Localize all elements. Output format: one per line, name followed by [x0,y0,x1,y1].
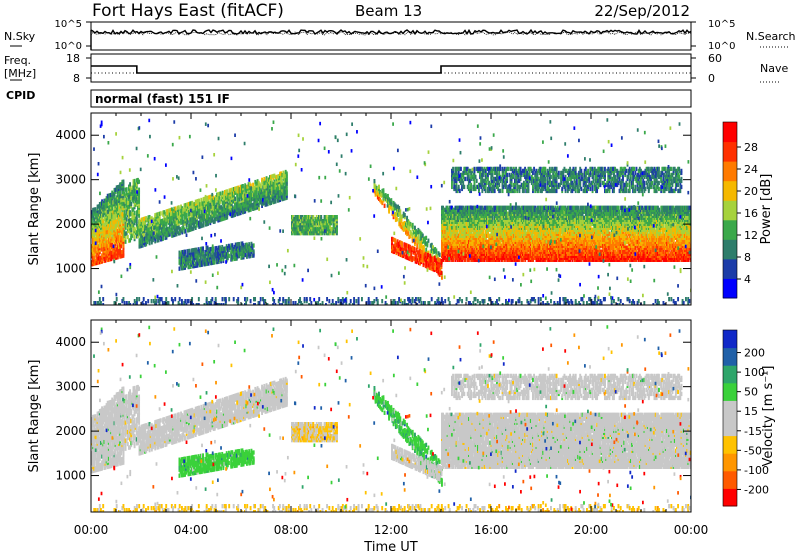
cpid-label: CPID [6,89,35,102]
velocity-colorbar-swatch [723,453,737,472]
power-colorbar-tick: 8 [744,251,751,264]
velocity-colorbar-swatch [723,330,737,349]
noise-left-tick-high: 10^5 [55,19,82,30]
power-colorbar-swatch [723,219,737,240]
time-tick: 00:00 [74,523,109,537]
velocity-ytick: 1000 [55,469,86,483]
velocity-colorbar-swatch [723,365,737,384]
velocity-colorbar-swatch [723,488,737,507]
freq-label-line1: Freq. [4,54,31,67]
power-ytick: 3000 [55,173,86,187]
power-ytick: 2000 [55,217,86,231]
velocity-ytick: 2000 [55,424,86,438]
power-colorbar-swatch [723,122,737,143]
velocity-colorbar-tick: -200 [744,483,769,496]
power-panel: 4000 3000 2000 1000 Slant Range [km] 28 24 20… [27,112,774,306]
velocity-ytick: 3000 [55,380,86,394]
velocity-colorbar-swatch [723,418,737,437]
power-colorbar-swatch [723,141,737,162]
velocity-colorbar-tick: -15 [744,425,762,438]
velocity-ytick: 4000 [55,335,86,349]
time-tick: 04:00 [174,523,209,537]
noise-right-tick-high: 10^5 [708,19,735,30]
time-axis-label: Time UT [363,540,417,554]
frequency-panel: 18 8 60 0 Freq. [MHz] Nave CPID normal (… [4,52,788,108]
noise-panel-frame [90,21,692,51]
power-colorbar-swatch [723,239,737,260]
noise-sky-label: N.Sky [4,30,36,43]
time-tick: 08:00 [274,523,309,537]
velocity-colorbar-label: Velocity [m s⁻¹] [761,366,776,467]
velocity-colorbar-swatch [723,382,737,401]
power-colorbar-label: Power [dB] [759,174,774,245]
velocity-data-layer [91,325,691,512]
noise-sky-trace [90,28,692,50]
noise-panel: 10^5 10^0 10^5 10^0 N.Sky N.Search [4,19,796,52]
power-colorbar-tick: 16 [744,207,758,220]
noise-left-tick-low: 10^0 [55,41,82,52]
nave-right-tick-high: 60 [708,52,722,65]
station-title: Fort Hays East (fitACF) [92,1,284,21]
noise-search-label: N.Search [746,30,796,43]
time-axis: 00:00 04:00 08:00 12:00 16:00 20:00 00:00 [74,113,709,537]
power-colorbar: 28 24 20 16 12 8 4 [722,121,758,299]
power-ytick: 4000 [55,128,86,142]
velocity-colorbar-tick: 50 [744,386,758,399]
freq-label-line2: [MHz] [4,67,36,80]
power-colorbar-swatch [723,278,737,299]
power-colorbar-tick: 4 [744,273,751,286]
freq-panel-frame [90,53,692,83]
velocity-colorbar-swatch [723,470,737,489]
power-colorbar-swatch [723,258,737,279]
power-ytick: 1000 [55,262,86,276]
power-data-layer [91,118,691,305]
velocity-colorbar: 200 100 50 15 -15 -50 -100 -200 [722,329,769,507]
power-colorbar-tick: 12 [744,229,758,242]
power-colorbar-tick: 20 [744,185,758,198]
time-tick: 20:00 [574,523,609,537]
velocity-colorbar-tick: 200 [744,347,765,360]
velocity-colorbar-tick: 100 [744,366,765,379]
time-tick: 12:00 [374,523,409,537]
power-colorbar-swatch [723,161,737,182]
power-colorbar-swatch [723,200,737,221]
velocity-colorbar-tick: 15 [744,405,758,418]
freq-left-tick-high: 18 [66,52,80,65]
freq-left-tick-low: 8 [73,72,80,85]
power-colorbar-tick: 24 [744,163,758,176]
power-colorbar-tick: 28 [744,141,758,154]
noise-right-tick-low: 10^0 [708,41,735,52]
power-ylabel: Slant Range [km] [27,153,42,266]
date-label: 22/Sep/2012 [594,2,690,20]
time-tick: 16:00 [474,523,509,537]
beam-label: Beam 13 [355,2,422,20]
power-colorbar-swatch [723,180,737,201]
velocity-ylabel: Slant Range [km] [27,360,42,473]
velocity-colorbar-swatch [723,435,737,454]
velocity-panel: 4000 3000 2000 1000 Slant Range [km] 200 100… [27,319,776,513]
time-tick: 00:00 [674,523,709,537]
velocity-colorbar-tick: -100 [744,464,769,477]
frequency-trace [91,65,691,74]
nave-label: Nave [760,62,788,75]
cpid-text: normal (fast) 151 IF [95,92,230,106]
velocity-colorbar-tick: -50 [744,444,762,457]
velocity-colorbar-swatch [723,347,737,366]
nave-right-tick-low: 0 [708,72,715,85]
velocity-colorbar-swatch [723,400,737,419]
